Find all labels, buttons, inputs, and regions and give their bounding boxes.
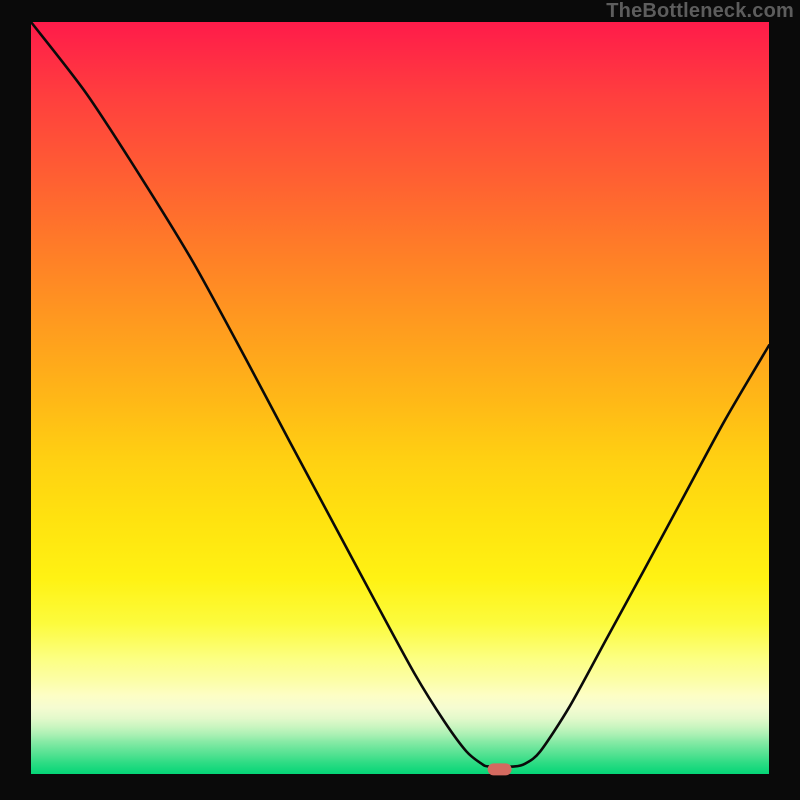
chart-container: TheBottleneck.com (0, 0, 800, 800)
optimum-marker (488, 763, 512, 775)
bottleneck-chart (0, 0, 800, 800)
chart-plot-area (31, 22, 769, 774)
